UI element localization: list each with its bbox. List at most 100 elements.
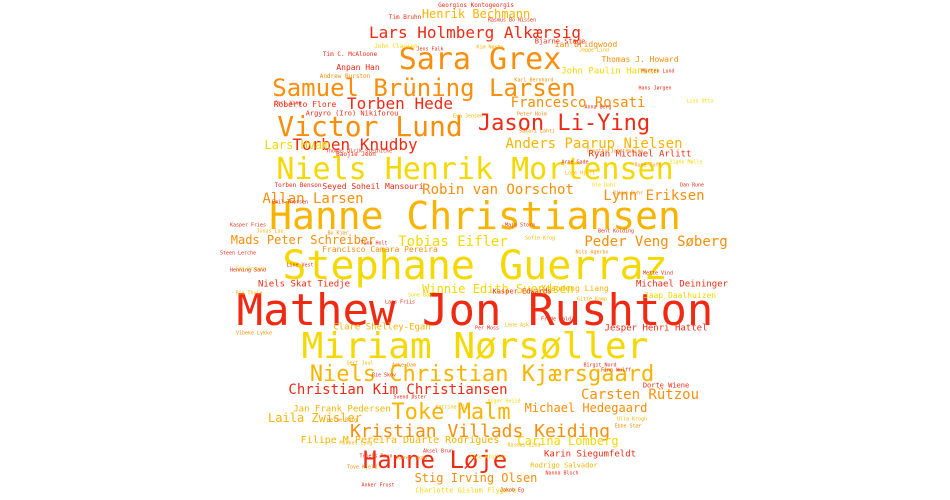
cloud-word-miriam-n-rs-ller: Miriam Nørsøller (301, 326, 649, 367)
cloud-word-carl-vang: Carl Vang (274, 100, 302, 107)
cloud-word-tina-holt: Tina Holt (360, 240, 388, 247)
cloud-word-francisco-camara-pereira: Francisco Camara Pereira (322, 245, 438, 254)
cloud-word-sakari-lahti: Sakari Lahti (518, 128, 556, 135)
cloud-word-jan-frank-pedersen: Jan Frank Pedersen (293, 404, 391, 415)
cloud-word-jens-falk: Jens Falk (416, 46, 444, 53)
cloud-word-niels-henrik-mortensen: Niels Henrik Mortensen (276, 152, 674, 187)
cloud-word-bent-kolding: Bent Kolding (597, 228, 635, 235)
cloud-word-jaap-daalhuizen: Jaap Daalhuizen (643, 291, 717, 300)
cloud-word-jeppe-lind: Jeppe Lind (578, 47, 610, 54)
cloud-word-seyed-soheil-mansouri: Seyed Soheil Mansouri (322, 182, 424, 191)
cloud-word-mikkel-lyng: Mikkel Lyng (339, 440, 373, 447)
cloud-word-samuel-bru-ning-larsen: Samuel Brüning Larsen (272, 74, 576, 102)
cloud-word-clare-shelley-egan: Clare Shelley-Egan (333, 322, 431, 333)
cloud-word-henning-sand: Henning Sand (229, 267, 267, 274)
cloud-word-aske-dam: Aske Dam (391, 362, 417, 369)
cloud-word-karl-bernhard: Karl Bernhard (514, 77, 554, 84)
cloud-word-emil-thorsen: Emil Thorsen (271, 199, 309, 206)
cloud-word-asger-hviid: Asger Hviid (487, 398, 521, 405)
cloud-word-mads-peter-schreiber: Mads Peter Schreiber (230, 233, 376, 247)
cloud-word-john-clausen: John Clausen (374, 43, 418, 50)
cloud-word-dan-rune: Dan Rune (679, 182, 705, 189)
cloud-word-eva-jensen: Eva Jensen (452, 113, 484, 120)
cloud-word-thomas-ulrik-steinicke: Thomas Ulrik Steinicke (325, 148, 393, 155)
cloud-word-lynn-eriksen: Lynn Eriksen (603, 188, 705, 204)
cloud-word-finn-wulff: Finn Wulff (600, 367, 632, 374)
cloud-word-carsten-ru-tzou: Carsten Rützou (580, 387, 700, 403)
cloud-word-baojie-jeon: Baojie Jeon (336, 151, 376, 158)
cloud-word-kristian-villads-keiding: Kristian Villads Keiding (349, 421, 611, 442)
cloud-word-hanne-l-je: Hanne Løje (362, 446, 508, 474)
cloud-word-torben-hede: Torben Hede (347, 94, 453, 113)
cloud-word-xiaodong-liang: Xiaodong Liang (541, 284, 609, 293)
cloud-word-lars-holmberg-alk-rsig: Lars Holmberg Alkærsig (369, 23, 581, 42)
cloud-word-jason-li-ying: Jason Li-Ying (477, 111, 651, 136)
cloud-word-dorte-wiene: Dorte Wiene (642, 381, 690, 390)
cloud-word-bjarne-stage: Bjarne Stage (534, 37, 586, 46)
cloud-word-niels-christian-kj-rsgaard: Niels Christian Kjærsgaard (309, 362, 655, 387)
cloud-word-line-vest: Line Vest (286, 262, 314, 269)
cloud-word-rasmus-lind: Rasmus Lind (507, 442, 541, 449)
cloud-word-sara-grex: Sara Grex (398, 42, 562, 77)
cloud-word-else-winther: Else Winther (469, 454, 507, 461)
cloud-word-christian-kim-christiansen: Christian Kim Christiansen (288, 382, 508, 398)
cloud-word-arne-gade: Arne Gade (561, 159, 589, 166)
cloud-word-karen-skau: Karen Skau (396, 455, 428, 462)
cloud-word-henrik-bechmann: Henrik Bechmann (421, 7, 531, 21)
cloud-word-anker-frost: Anker Frost (361, 482, 395, 489)
cloud-word-rikke-dyhr: Rikke Dyhr (612, 190, 644, 197)
cloud-word-tim-bruhn: Tim Bruhn (388, 14, 422, 21)
cloud-word-ulla-krogh: Ulla Krogh (616, 416, 648, 423)
cloud-word-roberto-flore: Roberto Flore (273, 100, 337, 109)
cloud-word-john-paulin-hansen: John Paulin Hansen (561, 66, 659, 77)
cloud-word-jakob-eg: Jakob Eg (499, 487, 525, 494)
cloud-word-lars-friis: Lars Friis (384, 299, 416, 306)
cloud-word-per-moss: Per Moss (474, 325, 500, 332)
cloud-word-tove-kjeld: Tove Kjeld (346, 464, 378, 471)
cloud-word-robin-van-oorschot: Robin van Oorschot (422, 182, 574, 198)
cloud-word-tobias-eifler: Tobias Eifler (398, 234, 508, 250)
cloud-word-anpan-han: Anpan Han (336, 63, 380, 72)
cloud-word-lene-ask: Lene Ask (504, 322, 530, 329)
cloud-word-jesper-henri-hattel: Jesper Henri Hattel (604, 323, 708, 334)
cloud-word-mathew-jon-rushton: Mathew Jon Rushton (236, 285, 714, 336)
cloud-word-rune-toft: Rune Toft (634, 162, 662, 169)
cloud-word-maja-storm: Maja Storm (504, 222, 536, 229)
cloud-word-karin-siegumfeldt: Karin Siegumfeldt (543, 449, 637, 460)
cloud-word-ebbe-st-r: Ebbe Stær (614, 423, 642, 430)
cloud-word-georgios-kontogeorgis: Georgios Kontogeorgis (438, 2, 514, 9)
cloud-word-anders-paarup-nielsen: Anders Paarup Nielsen (505, 136, 683, 152)
cloud-word-peder-veng-s-berg: Peder Veng Søberg (584, 234, 728, 250)
cloud-word-allan-larsen: Allan Larsen (262, 191, 364, 207)
cloud-word-nanna-bloch: Nanna Bloch (545, 470, 579, 477)
cloud-word-gitte-kamp: Gitte Kamp (576, 296, 608, 303)
cloud-word-rasmus-bo-nissen: Rasmus Bo Nissen (487, 17, 537, 24)
cloud-word-timothy-john-hobley: Timothy John Hobley (586, 148, 644, 155)
cloud-word-charlotte-gislum-flygare: Charlotte Gislum Flygare (415, 486, 517, 495)
cloud-word-sune-bak: Sune Bak (407, 292, 433, 299)
cloud-word-tim-c-mcaloone: Tim C. McAloone (322, 51, 378, 58)
cloud-word-jonas-lau: Jonas Lau (256, 228, 284, 235)
cloud-word-kim-n-rby: Kim Nørby (476, 44, 504, 51)
cloud-word-morten-lund: Morten Lund (641, 68, 675, 75)
cloud-word-birgit-nord: Birgit Nord (583, 362, 617, 369)
cloud-word-rie-skov: Rie Skov (371, 372, 397, 379)
cloud-word-peter-holm: Peter Holm (516, 111, 548, 118)
cloud-word-victor-lund: Victor Lund (277, 110, 463, 143)
cloud-word-signe-m-lle: Signe Mølle (669, 159, 703, 166)
cloud-word-lars-hvam: Lars Hvam (264, 138, 330, 152)
cloud-word-lone-hjort: Lone Hjort (564, 170, 596, 177)
cloud-word-ryan-michael-arlitt: Ryan Michael Arlitt (588, 149, 692, 160)
cloud-word-argyro-iro-nikiforou: Argyro (Iro) Nikiforou (305, 109, 399, 118)
cloud-word-frode-hald: Frode Hald (540, 316, 572, 323)
cloud-word-torben-benson: Torben Benson (274, 182, 322, 189)
cloud-word-toke-malm: Toke Malm (391, 400, 511, 425)
cloud-word-hanne-christiansen: Hanne Christiansen (269, 194, 681, 238)
cloud-word-winnie-edith-svendsen: Winnie Edith Svendsen (422, 282, 574, 296)
cloud-word-andrew-burston: Andrew Burston (319, 73, 371, 80)
cloud-word-filipe-m-pereira-duarte-rodrigues: Filipe M Pereira Duarte Rodrigues (300, 435, 500, 446)
cloud-word-bo-kj-r: Bo Kjær (327, 230, 349, 237)
cloud-word-nils-agerbo: Nils Agerbo (575, 249, 609, 256)
cloud-word-svend-ster: Svend Øster (393, 394, 427, 401)
